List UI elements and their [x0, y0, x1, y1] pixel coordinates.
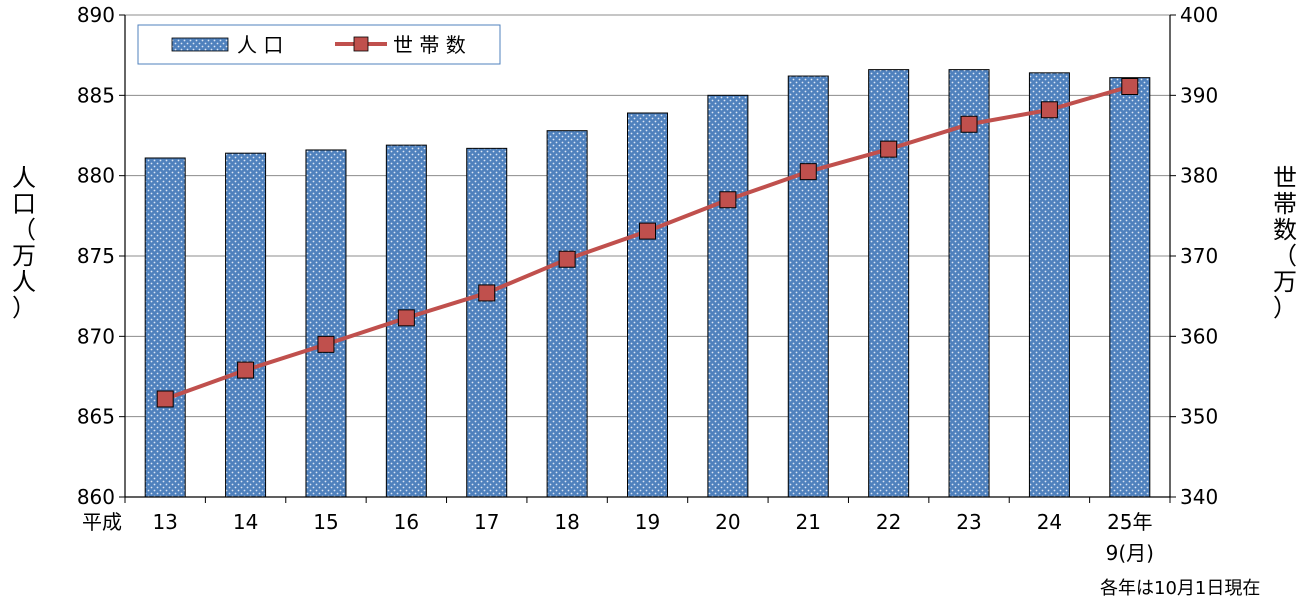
- x-tick-label: 17: [474, 510, 499, 534]
- population-bar: [1028, 72, 1070, 498]
- legend: 人 口 世 帯 数: [137, 24, 501, 65]
- y-right-tick-label: 350: [1180, 405, 1218, 429]
- legend-bar-label: 人 口: [237, 33, 283, 57]
- population-bar: [707, 94, 749, 498]
- households-marker: [1040, 101, 1058, 119]
- population-bar: [787, 75, 829, 498]
- axes: [119, 14, 1176, 503]
- x-tick-label: 18: [554, 510, 579, 534]
- population-bar: [627, 112, 668, 498]
- population-bar: [305, 149, 347, 498]
- y-right-tick-label: 340: [1180, 485, 1218, 509]
- x-tick-sublabel: 9(月): [1106, 541, 1154, 565]
- legend-line-label: 世 帯 数: [393, 33, 466, 57]
- y-left-tick-label: 865: [77, 405, 115, 429]
- legend-bar-swatch: [171, 37, 229, 52]
- y-right-tick-label: 380: [1180, 164, 1218, 188]
- x-tick-label: 21: [796, 510, 821, 534]
- households-marker: [397, 309, 415, 327]
- population-bar: [546, 130, 588, 498]
- y-right-tick-label: 390: [1180, 83, 1218, 107]
- households-line: [156, 77, 1139, 408]
- y-left-tick-label: 890: [77, 3, 115, 27]
- x-tick-label: 16: [394, 510, 419, 534]
- x-tick-label: 24: [1037, 510, 1062, 534]
- y-left-tick-label: 885: [77, 83, 115, 107]
- population-bars: [144, 69, 1151, 498]
- x-tick-label: 15: [313, 510, 338, 534]
- tick-labels: 860 865 870 875 880 885 890 340 350 360 370 380 390 4…: [77, 3, 1218, 565]
- households-marker: [639, 222, 656, 240]
- y-right-axis-label: 世帯数（万）: [1273, 164, 1297, 322]
- y-right-tick-label: 360: [1180, 324, 1218, 348]
- y-left-axis-label: 人口（万人）: [12, 164, 36, 322]
- legend-line-marker: [353, 36, 369, 52]
- households-marker: [880, 140, 898, 158]
- households-marker: [799, 163, 817, 181]
- category-prefix: 平成: [82, 510, 122, 534]
- population-bar: [144, 157, 186, 498]
- x-tick-label: 25年: [1107, 510, 1152, 534]
- households-marker: [1121, 77, 1139, 95]
- households-marker: [960, 115, 978, 133]
- x-tick-label: 22: [876, 510, 901, 534]
- x-tick-label: 13: [152, 510, 177, 534]
- households-marker: [719, 191, 737, 209]
- y-left-tick-label: 860: [77, 485, 115, 509]
- x-tick-label: 23: [956, 510, 981, 534]
- x-tick-label: 14: [233, 510, 258, 534]
- households-marker: [558, 250, 576, 268]
- footnote: 各年は10月1日現在: [1100, 578, 1260, 599]
- x-tick-label: 19: [635, 510, 660, 534]
- y-right-tick-label: 370: [1180, 244, 1218, 268]
- population-bar: [225, 152, 267, 498]
- households-marker: [237, 361, 255, 379]
- y-right-tick-label: 400: [1180, 3, 1218, 27]
- households-marker: [156, 390, 174, 408]
- y-left-tick-label: 880: [77, 164, 115, 188]
- x-tick-label: 20: [715, 510, 740, 534]
- y-left-tick-label: 870: [77, 324, 115, 348]
- y-left-tick-label: 875: [77, 244, 115, 268]
- households-marker: [478, 284, 496, 302]
- population-bar: [1109, 77, 1151, 498]
- households-marker: [317, 335, 335, 353]
- population-bar: [466, 147, 508, 498]
- population-bar: [868, 69, 910, 498]
- population-bar: [948, 69, 990, 498]
